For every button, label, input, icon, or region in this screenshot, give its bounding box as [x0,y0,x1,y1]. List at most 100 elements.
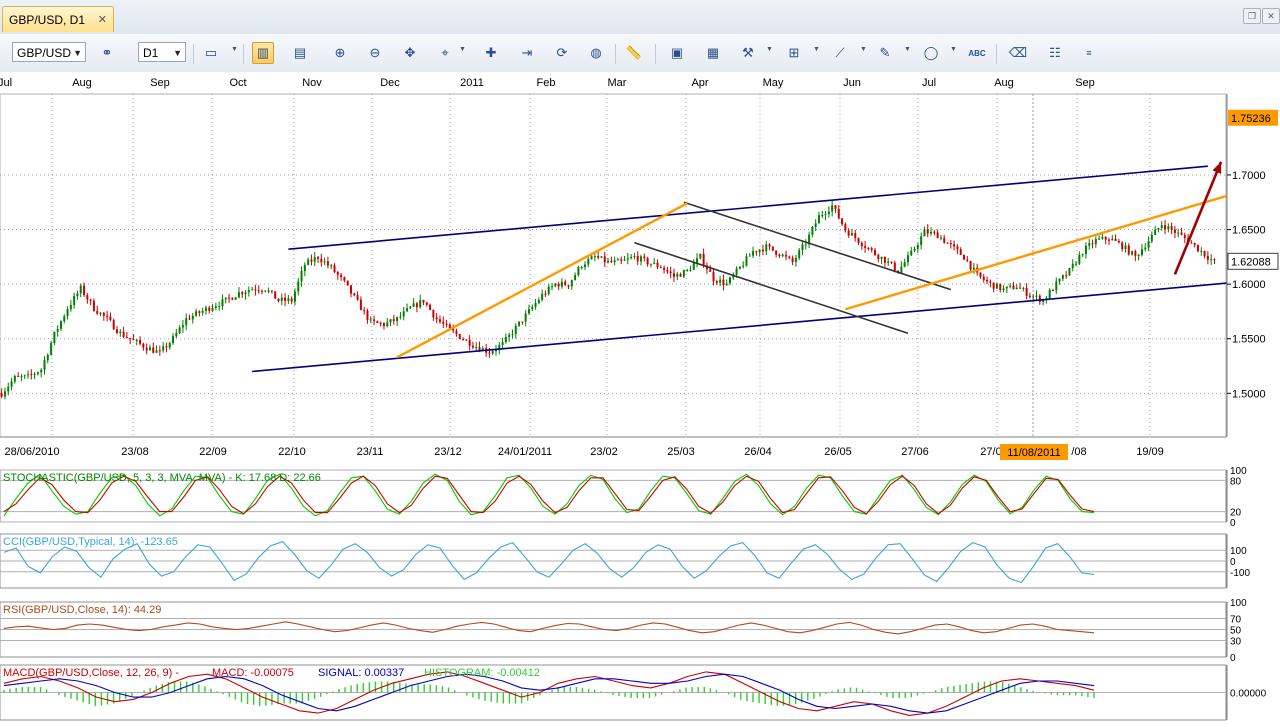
zoom-out-icon[interactable]: ⊖ [369,45,381,60]
link-symbol-icon[interactable]: ⚭ [101,45,113,60]
chart-type-icon[interactable]: ▭ [204,45,218,60]
candle-body [224,297,227,300]
eraser-icon[interactable]: ⌫ [1008,45,1028,60]
candle-body [323,261,326,263]
crosshair-date-label: 11/08/2011 [1007,447,1060,459]
candle-body [20,376,23,378]
candle-body [1203,250,1206,257]
candle-body [554,283,557,287]
refresh-icon[interactable]: ⟳ [556,45,568,60]
close-window-icon[interactable]: ✕ [1262,8,1280,24]
rsi-panel-tick-label: 50 [1230,626,1242,637]
candle-body [63,316,66,322]
candle-body [1061,275,1064,279]
cursor-icon[interactable]: ⌖ [441,45,449,60]
globe-icon[interactable]: ◍ [590,45,602,60]
rsi-panel-label: RSI(GBP/USD,Close, 14): 44.29 [3,604,161,616]
candle-body [99,312,102,314]
candle-body [1177,232,1180,234]
candle-body [1167,226,1170,230]
save-image-icon[interactable]: ▦ [706,45,720,60]
candle-body [682,270,685,277]
restore-window-icon[interactable]: ❐ [1243,8,1261,24]
candle-body [30,374,33,376]
candle-body [1206,256,1209,260]
chevron-down-icon[interactable]: ▼ [860,46,867,53]
candle-body [478,347,481,351]
candle-body [570,280,573,287]
chevron-down-icon[interactable]: ▼ [766,46,773,53]
ellipse-icon[interactable]: ◯ [923,45,939,60]
month-label: Mar [608,77,627,89]
chevron-down-icon[interactable]: ▼ [813,46,820,53]
candle-body [583,264,586,267]
candle-body [939,237,942,239]
candle-body [663,267,666,270]
chevron-down-icon[interactable]: ▼ [950,46,957,53]
candle-body [155,350,158,353]
bar-chart-icon[interactable]: ▤ [293,45,307,60]
candle-body [1200,250,1203,252]
candle-body [827,211,830,215]
tab-gbpusd-d1[interactable]: GBP/USD, D1 ✕ [2,6,114,32]
scroll-icon[interactable]: ✥ [404,45,416,60]
main-plot-frame [0,93,1227,438]
candle-body [841,218,844,225]
candle-body [79,285,82,294]
symbol-select[interactable]: GBP/USD ▼ [12,42,86,62]
candle-body [791,257,794,263]
candlestick-icon[interactable]: ▥ [252,42,274,64]
image-icon[interactable]: ▣ [670,45,684,60]
drawing-tools-icon[interactable]: ⚒ [742,45,754,60]
candle-body [893,262,896,271]
candle-body [129,337,132,340]
objects-icon[interactable]: ☷ [1049,45,1061,60]
candle-body [959,249,962,255]
price-tick-label: 1.6500 [1232,225,1266,237]
candle-body [115,329,118,333]
crosshair-icon[interactable]: ✚ [485,45,497,60]
zoom-in-icon[interactable]: ⊕ [334,45,346,60]
candle-body [666,269,669,272]
month-label: Aug [72,77,92,89]
stochastic-panel-label: STOCHASTIC(GBP/USD, 5, 3, 3, MVA, MVA) -… [3,472,321,484]
indicators-icon[interactable]: ⊞ [788,45,800,60]
candle-body [458,334,461,340]
ruler-icon[interactable]: 📏 [625,45,643,60]
text-icon[interactable]: ABC [968,48,986,58]
candle-body [551,286,554,288]
more-icon[interactable]: ≡ [1086,48,1092,58]
date-tick-label: 22/09 [199,446,227,458]
candle-body [373,319,376,322]
candle-body [415,303,418,308]
timeframe-select[interactable]: D1 ▼ [138,42,186,62]
candle-body [297,281,300,292]
close-tab-icon[interactable]: ✕ [97,14,107,26]
candle-body [135,339,138,341]
candle-body [962,254,965,260]
date-tick-label: 23/12 [434,446,462,458]
candle-body [317,257,320,259]
pen-icon[interactable]: ✎ [879,45,891,60]
candle-body [903,262,906,267]
candle-body [228,297,231,299]
trend-line-icon[interactable]: ⟋ [835,45,845,60]
chevron-down-icon[interactable]: ▼ [459,46,466,53]
price-tick-label: 1.6000 [1232,279,1266,291]
candle-body [1042,300,1045,303]
candle-body [1055,281,1058,291]
rsi-panel-tick-label: 30 [1230,637,1242,648]
price-chart[interactable]: Jul Aug Sep Oct Nov Dec 2011 Feb Mar Apr May Jun Jul… [0,72,1280,727]
candle-body [330,265,333,267]
auto-scroll-icon[interactable]: ⇥ [521,45,533,60]
candle-body [162,346,165,351]
candle-body [867,247,870,249]
candle-body [992,282,995,289]
candle-body [709,269,712,272]
cci-panel-tick-label: 100 [1230,546,1247,557]
candle-body [1131,251,1134,255]
chevron-down-icon[interactable]: ▼ [904,46,911,53]
candle-body [669,271,672,274]
chevron-down-icon[interactable]: ▼ [231,46,238,53]
candle-body [1144,247,1147,250]
